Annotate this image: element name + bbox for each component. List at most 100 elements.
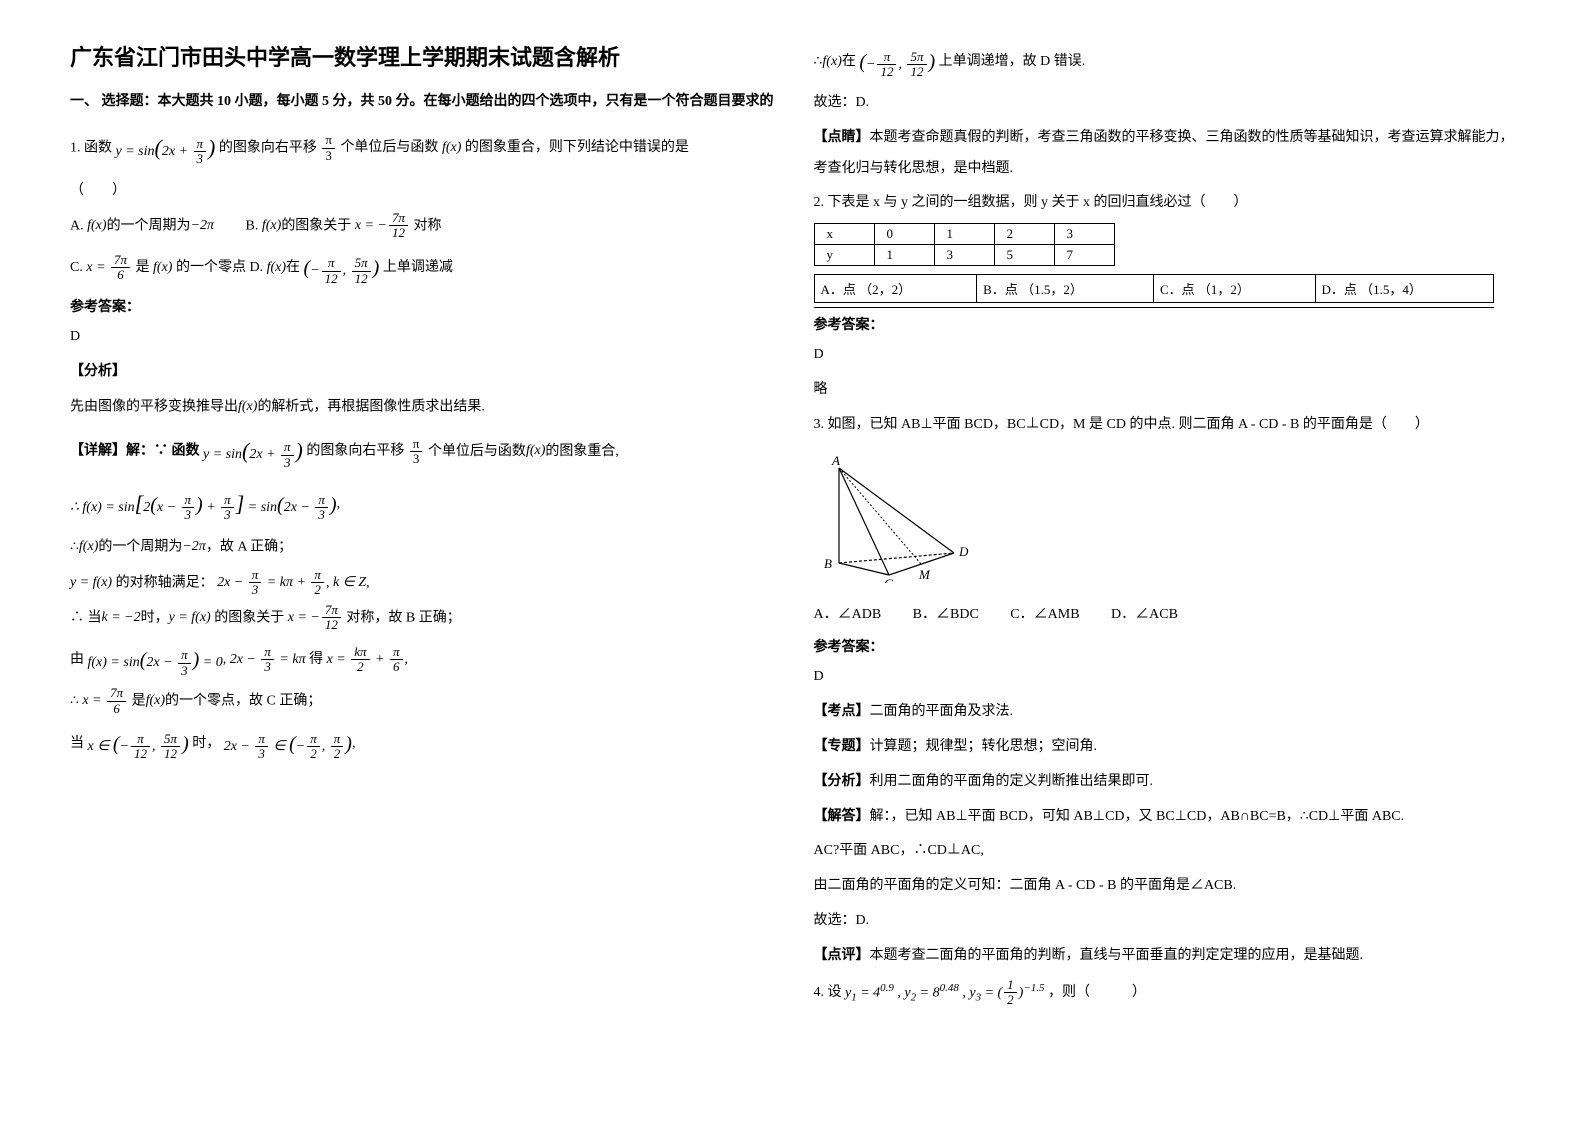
q4-pre: 4. 设 (814, 985, 842, 1000)
optA-text: 点 （2，2） (843, 282, 911, 297)
q1-detail: 【详解】解：∵ 函数 y = sin(2x + π3) 的图象向右平移 π3 个… (70, 427, 774, 475)
q2-stem: 2. 下表是 x 与 y 之间的一组数据，则 y 关于 x 的回归直线必过（ ） (814, 188, 1518, 219)
q1-zero: 由 f(x) = sin(2x − π3) = 0, 2x − π3 = kπ … (70, 638, 774, 682)
q4-formula: y1 = 40.9 , y2 = 80.48 , y3 = (12)−1.5 (845, 976, 1045, 1010)
optD-text: 点 （1.5，4） (1344, 282, 1422, 297)
q3-optA: A．∠ADB (814, 607, 882, 622)
dp-label: 【点评】 (814, 948, 870, 963)
dp-text: 本题考查二面角的平面角的判断，直线与平面垂直的判定定理的应用，是基础题. (870, 948, 1364, 963)
q1-zeroC: ∴ x = 7π6 是 f(x) 的一个零点，故 C 正确； (70, 686, 774, 717)
detail1: 的图象向右平移 (306, 444, 404, 459)
cell: 7 (1054, 245, 1114, 266)
q3-kd: 【考点】二面角的平面角及求法. (814, 697, 1518, 728)
cell: 1 (934, 224, 994, 245)
q2-note: 略 (814, 375, 1518, 406)
cell: 2 (994, 224, 1054, 245)
q4-stem: 4. 设 y1 = 40.9 , y2 = 80.48 , y3 = (12)−… (814, 976, 1518, 1010)
q1-sel: 故选：D. (814, 88, 1518, 119)
right-column: ∴ f(x) 在 (−π12, 5π12) 上单调递增，故 D 错误. 故选：D… (794, 40, 1538, 1082)
kd-label: 【考点】 (814, 704, 870, 719)
q3-ans: D (814, 662, 1518, 693)
divider (814, 307, 1494, 308)
zt-text: 计算题；规律型；转化思想；空间角. (870, 739, 1098, 754)
optC: C．点 （1，2） (1153, 275, 1315, 303)
label-D: D (958, 544, 969, 559)
cell: 0 (874, 224, 934, 245)
q1-ans: D (70, 322, 774, 353)
optB-text: 点 （1.5，2） (1005, 282, 1083, 297)
q3-options: A．∠ADB B．∠BDC C．∠AMB D．∠ACB (814, 600, 1518, 631)
q1-optC-D: C. x = 7π6 是 f(x) 的一个零点 D. f(x) 在 (−π12,… (70, 246, 774, 290)
optA-fx: f(x) (87, 211, 106, 242)
q2-ref: 参考答案： (814, 314, 1518, 334)
section-instruction: 一、 选择题：本大题共 10 小题，每小题 5 分，共 50 分。在每小题给出的… (70, 90, 774, 114)
cell: y (814, 245, 874, 266)
table-row: y 1 3 5 7 (814, 245, 1114, 266)
q3-optD: D．∠ACB (1111, 607, 1178, 622)
fx-label: 【分析】 (814, 774, 870, 789)
detail-label: 【详解】解：∵ 函数 (70, 444, 200, 459)
optD-label: D. (249, 261, 263, 276)
label-A: A (831, 453, 840, 468)
q1-periodA: ∴ f(x) 的一个周期为−2π，故 A 正确； (70, 532, 774, 563)
label-C: C (884, 576, 893, 583)
q1-prefix: 1. 函数 (70, 140, 112, 155)
q1-analysis: 先由图像的平移变换推导出 f(x) 的解析式，再根据图像性质求出结果. (70, 392, 774, 423)
zt-label: 【专题】 (814, 739, 870, 754)
q1-fx-eq: ∴ f(x) = sin[2(x − π3) + π3] = sin(2x − … (70, 480, 774, 528)
q1-blank: （ ） (70, 176, 774, 207)
left-column: 广东省江门市田头中学高一数学理上学期期末试题含解析 一、 选择题：本大题共 10… (50, 40, 794, 1082)
optC-text: 点 （1，2） (1182, 282, 1250, 297)
q2-options: A．点 （2，2） B．点 （1.5，2） C．点 （1，2） D．点 （1.5… (814, 274, 1494, 303)
q3-fx: 【分析】利用二面角的平面角的定义判断推出结果即可. (814, 767, 1518, 798)
jd-label: 【解答】 (814, 809, 870, 824)
label-B: B (824, 556, 832, 571)
optB: B．点 （1.5，2） (977, 275, 1154, 303)
q1-suffix: 个单位后与函数 f(x) 的图象重合，则下列结论中错误的是 (340, 140, 688, 155)
q1-analysis-label: 【分析】 (70, 357, 774, 388)
comment-text: 本题考查命题真假的判断，考查三角函数的平移变换、三角函数的性质等基础知识，考查运… (814, 130, 1514, 176)
comment-label: 【点睛】 (814, 130, 870, 145)
detail2: 个单位后与函数 f(x) 的图象重合, (428, 444, 619, 459)
cell: x (814, 224, 874, 245)
q1-comment: 【点睛】本题考查命题真假的判断，考查三角函数的平移变换、三角函数的性质等基础知识… (814, 123, 1518, 185)
q1-shift: π3 (322, 133, 335, 163)
q3-jd3: 由二面角的平面角的定义可知：二面角 A - CD - B 的平面角是∠ACB. (814, 871, 1518, 902)
q3-jd4: 故选：D. (814, 906, 1518, 937)
q1-ref: 参考答案： (70, 296, 774, 316)
q4-suf: ，则（ ） (1048, 985, 1146, 1000)
q3-optB: B．∠BDC (913, 607, 979, 622)
q3-jd2: AC?平面 ABC，∴CD⊥AC, (814, 836, 1518, 867)
q3-optC: C．∠AMB (1010, 607, 1079, 622)
q1-formula: y = sin(2x + π3) (116, 124, 216, 172)
optD-suf: 上单调递减 (383, 261, 453, 276)
q3-dp: 【点评】本题考查二面角的平面角的判断，直线与平面垂直的判定定理的应用，是基础题. (814, 941, 1518, 972)
table-row: x 0 1 2 3 (814, 224, 1114, 245)
q3-diagram: A B C D M (814, 453, 1518, 588)
optB-suf: 对称 (413, 219, 441, 234)
label-M: M (918, 567, 931, 582)
tetrahedron-icon: A B C D M (814, 453, 994, 583)
cell: 3 (1054, 224, 1114, 245)
q1-mono-left: 当 x ∈ (−π12, 5π12) 时， 2x − π3 ∈ (−π2, π2… (70, 722, 774, 766)
q1-sym: y = f(x) 的对称轴满足： 2x − π3 = kπ + π2, k ∈ … (70, 568, 774, 599)
q1-optA-B: A. f(x) 的一个周期为−2π B. f(x) 的图象关于 x = −7π1… (70, 211, 774, 242)
optB-val: x = −7π12 (355, 211, 410, 242)
q2-table: x 0 1 2 3 y 1 3 5 7 (814, 223, 1115, 266)
cell: 3 (934, 245, 994, 266)
q1-mid: 的图象向右平移 (219, 140, 317, 155)
optB-fx: f(x) (262, 211, 281, 242)
kd-text: 二面角的平面角及求法. (870, 704, 1014, 719)
optD-int: (−π12, 5π12) (304, 246, 380, 290)
optB-label: B. (246, 219, 259, 234)
mono7: 上单调递增，故 D 错误. (939, 54, 1086, 69)
jd1-text: 解：，已知 AB⊥平面 BCD，可知 AB⊥CD，又 BC⊥CD，AB∩BC=B… (870, 809, 1405, 824)
optC-val: x = 7π6 (86, 253, 132, 284)
page-title: 广东省江门市田头中学高一数学理上学期期末试题含解析 (70, 40, 774, 72)
q3-zt: 【专题】计算题；规律型；转化思想；空间角. (814, 732, 1518, 763)
cell: 5 (994, 245, 1054, 266)
q2-ans: D (814, 340, 1518, 371)
optC-label: C. (70, 261, 83, 276)
optA-label: A. (70, 219, 84, 234)
optD: D．点 （1.5，4） (1315, 275, 1493, 303)
